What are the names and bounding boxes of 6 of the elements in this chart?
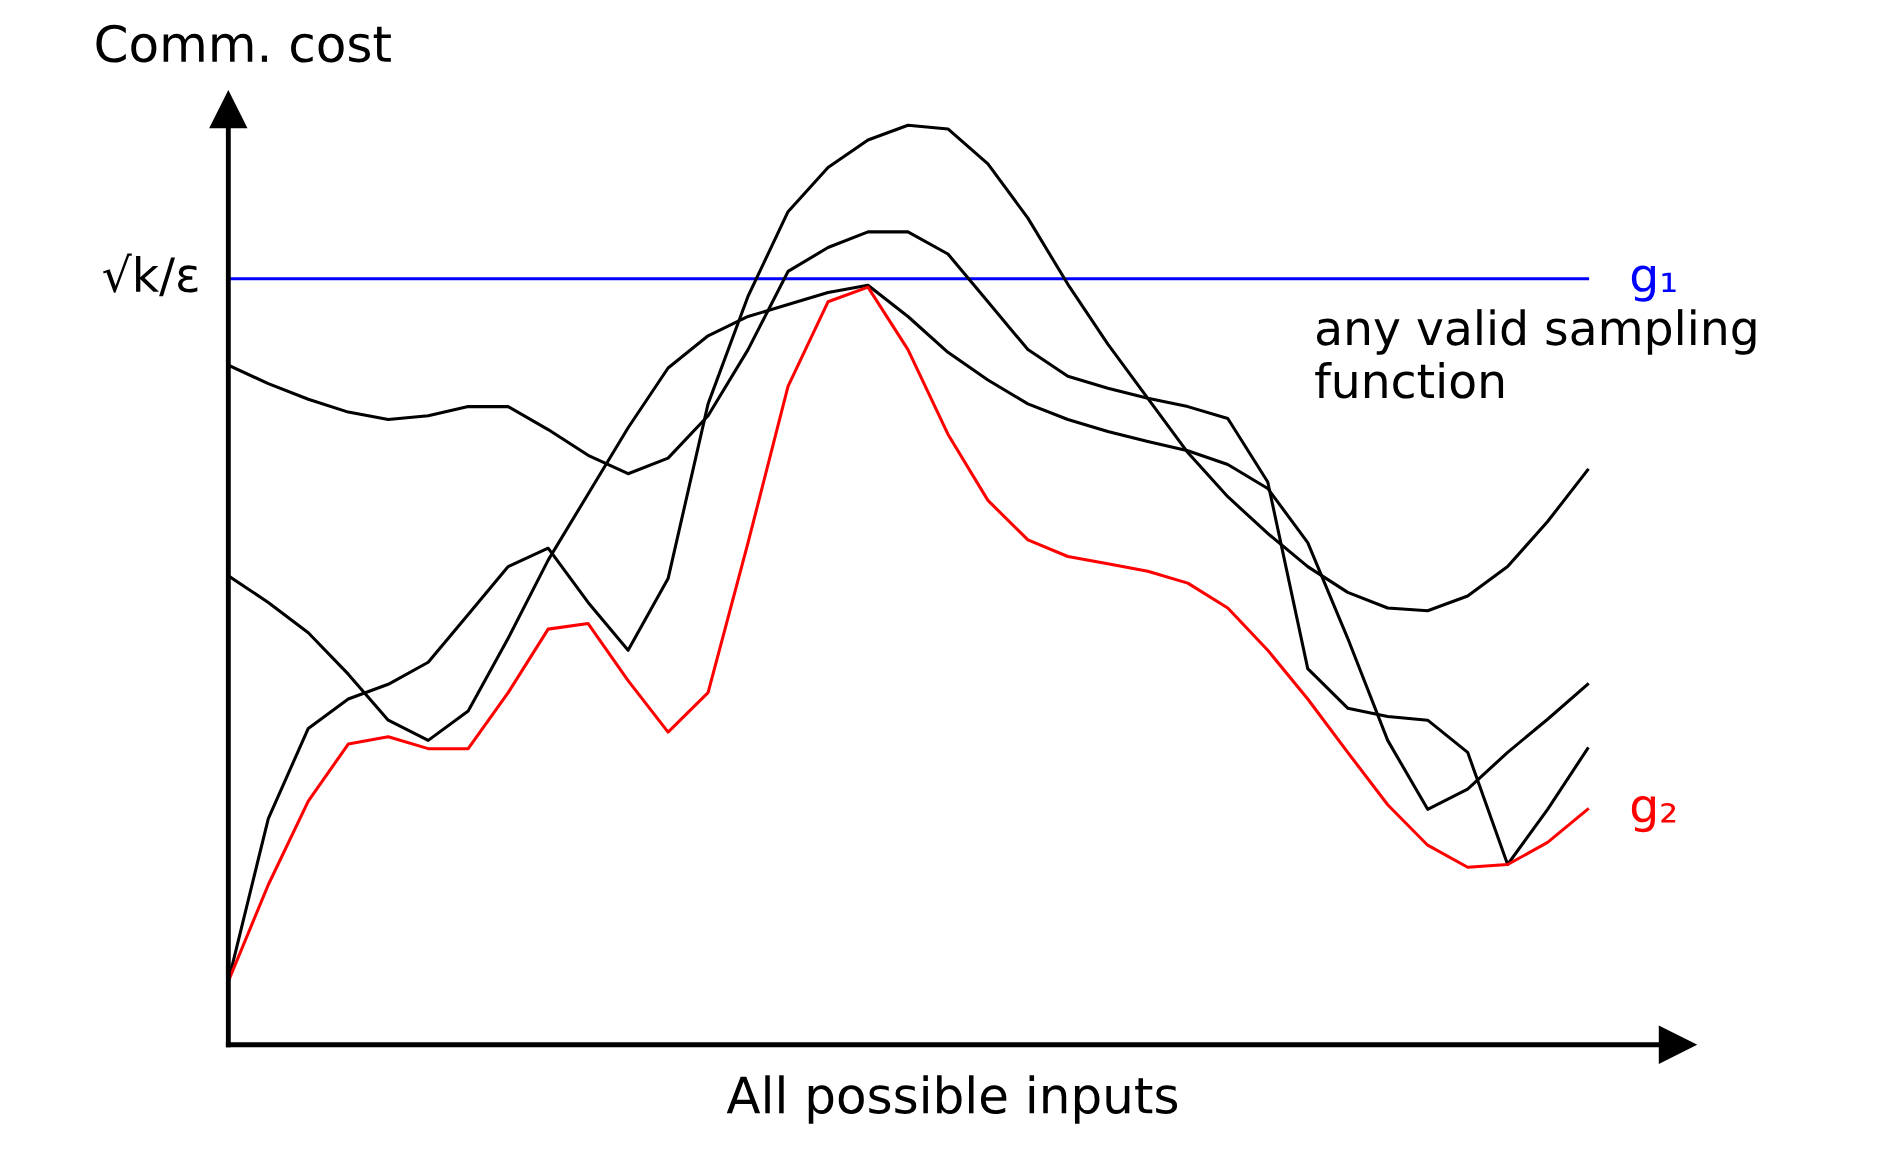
text: √k/ε: [103, 253, 198, 297]
annotation: any valid sampling function: [1315, 309, 1756, 399]
series-label: g₂: [1631, 795, 1676, 833]
y-axis-title: Comm. cost: [96, 24, 391, 63]
x-axis-title: All possible inputs: [726, 1075, 1178, 1124]
series-label: g₁: [1631, 265, 1676, 302]
